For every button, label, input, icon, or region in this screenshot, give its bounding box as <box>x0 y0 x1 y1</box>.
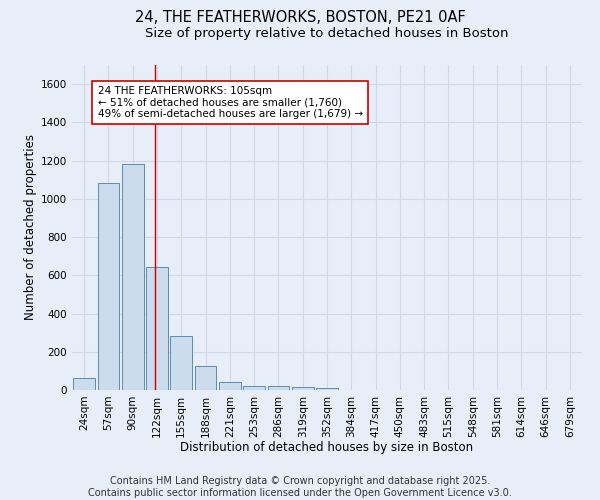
Bar <box>97 182 119 390</box>
X-axis label: Distribution of detached houses by size in Boston: Distribution of detached houses by size … <box>181 441 473 454</box>
Bar <box>73 378 95 390</box>
Bar <box>219 382 241 390</box>
Y-axis label: Number of detached properties: Number of detached properties <box>24 134 37 320</box>
Title: Size of property relative to detached houses in Boston: Size of property relative to detached ho… <box>145 27 509 40</box>
Text: Contains HM Land Registry data © Crown copyright and database right 2025.
Contai: Contains HM Land Registry data © Crown c… <box>88 476 512 498</box>
Bar <box>122 164 143 390</box>
Text: 24 THE FEATHERWORKS: 105sqm
← 51% of detached houses are smaller (1,760)
49% of : 24 THE FEATHERWORKS: 105sqm ← 51% of det… <box>97 86 362 119</box>
Bar <box>316 388 338 390</box>
Bar <box>146 266 168 390</box>
Bar <box>170 336 192 390</box>
Bar <box>292 387 314 390</box>
Bar <box>194 366 217 390</box>
Text: 24, THE FEATHERWORKS, BOSTON, PE21 0AF: 24, THE FEATHERWORKS, BOSTON, PE21 0AF <box>134 10 466 25</box>
Bar <box>268 386 289 390</box>
Bar <box>243 386 265 390</box>
